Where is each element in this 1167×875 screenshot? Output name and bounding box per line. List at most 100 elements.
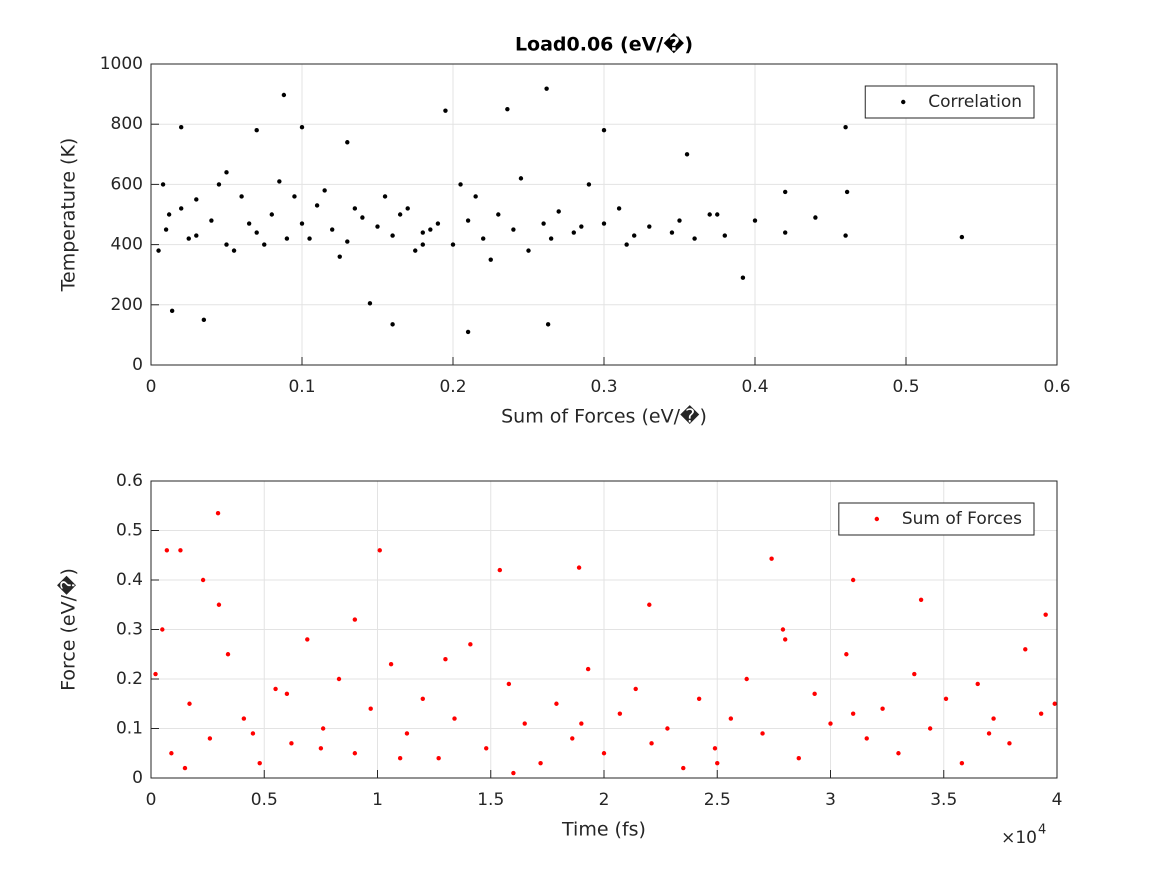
legend-box xyxy=(838,502,1035,536)
point xyxy=(850,711,856,716)
point xyxy=(880,706,885,711)
point xyxy=(420,230,425,235)
point xyxy=(413,248,418,253)
point xyxy=(388,661,394,667)
point xyxy=(465,218,471,223)
point xyxy=(585,666,591,672)
point xyxy=(752,218,758,223)
point xyxy=(579,224,584,229)
point xyxy=(541,221,546,226)
axes-box xyxy=(150,480,1058,779)
point xyxy=(783,637,788,642)
chart-title: Load0.06 (eV/�) xyxy=(515,33,693,56)
point xyxy=(404,731,410,736)
point xyxy=(231,248,237,253)
point xyxy=(187,701,192,706)
point xyxy=(179,206,184,211)
point xyxy=(1052,701,1057,706)
point xyxy=(367,301,373,306)
point xyxy=(624,242,629,247)
point xyxy=(616,206,622,211)
point xyxy=(160,182,166,187)
point xyxy=(511,227,516,232)
point xyxy=(377,548,382,553)
point xyxy=(783,189,788,195)
point xyxy=(518,176,524,181)
point xyxy=(465,329,471,335)
point xyxy=(601,751,607,756)
point xyxy=(991,716,996,721)
x-axis-label: Time (fs) xyxy=(561,819,646,841)
y-tick-label: 0 xyxy=(132,768,143,788)
x-tick-label: 3.5 xyxy=(930,790,957,810)
point xyxy=(443,657,448,662)
point xyxy=(169,751,174,756)
x-tick-label: 4 xyxy=(1052,790,1063,810)
y-tick-label: 200 xyxy=(111,295,143,315)
point xyxy=(692,236,697,241)
point xyxy=(337,254,342,259)
point xyxy=(241,716,247,721)
point xyxy=(314,203,320,208)
point xyxy=(715,760,720,766)
point xyxy=(318,746,324,751)
y-tick-label: 1000 xyxy=(100,54,143,74)
point xyxy=(436,756,441,761)
point xyxy=(182,765,188,771)
point xyxy=(352,617,358,622)
point xyxy=(273,686,278,692)
point xyxy=(649,741,654,746)
point xyxy=(617,711,623,716)
point xyxy=(299,125,305,130)
legend-marker xyxy=(874,516,880,522)
x-tick-label: 0 xyxy=(146,790,157,810)
y-axis-label: Force (eV/�) xyxy=(57,568,80,691)
point xyxy=(511,770,516,776)
point xyxy=(548,236,554,241)
point xyxy=(554,701,559,706)
point xyxy=(375,224,380,229)
point xyxy=(257,760,262,766)
y-tick-label: 800 xyxy=(111,114,143,134)
point xyxy=(207,736,213,741)
point xyxy=(345,239,350,244)
point xyxy=(712,746,718,751)
point xyxy=(178,548,183,553)
x-tick-label: 0.5 xyxy=(251,790,278,810)
point xyxy=(744,676,749,682)
point xyxy=(544,86,549,91)
point xyxy=(918,597,924,602)
point xyxy=(843,233,848,238)
point xyxy=(796,756,801,761)
point xyxy=(299,221,305,226)
x-tick-label: 0.3 xyxy=(590,377,617,397)
point xyxy=(828,721,833,726)
point xyxy=(843,125,848,130)
point xyxy=(224,170,229,175)
x-tick-label: 1 xyxy=(372,790,383,810)
point xyxy=(360,215,365,220)
point xyxy=(201,317,207,323)
point xyxy=(224,242,229,247)
point xyxy=(330,227,335,232)
point xyxy=(156,248,161,253)
point xyxy=(484,746,489,751)
y-tick-label: 0.3 xyxy=(116,620,143,640)
point xyxy=(728,716,734,721)
y-tick-label: 0 xyxy=(132,355,143,375)
point xyxy=(428,227,433,232)
point xyxy=(570,736,575,741)
y-tick-label: 0.5 xyxy=(116,521,143,541)
point xyxy=(292,194,297,199)
point xyxy=(571,230,576,235)
point xyxy=(579,721,584,726)
plot-area xyxy=(156,86,965,335)
point xyxy=(284,691,290,697)
point xyxy=(505,106,510,112)
point xyxy=(390,322,395,327)
point xyxy=(305,637,310,642)
legend: Sum of Forces xyxy=(838,502,1035,536)
legend-label: Correlation xyxy=(928,92,1022,112)
point xyxy=(632,233,637,238)
